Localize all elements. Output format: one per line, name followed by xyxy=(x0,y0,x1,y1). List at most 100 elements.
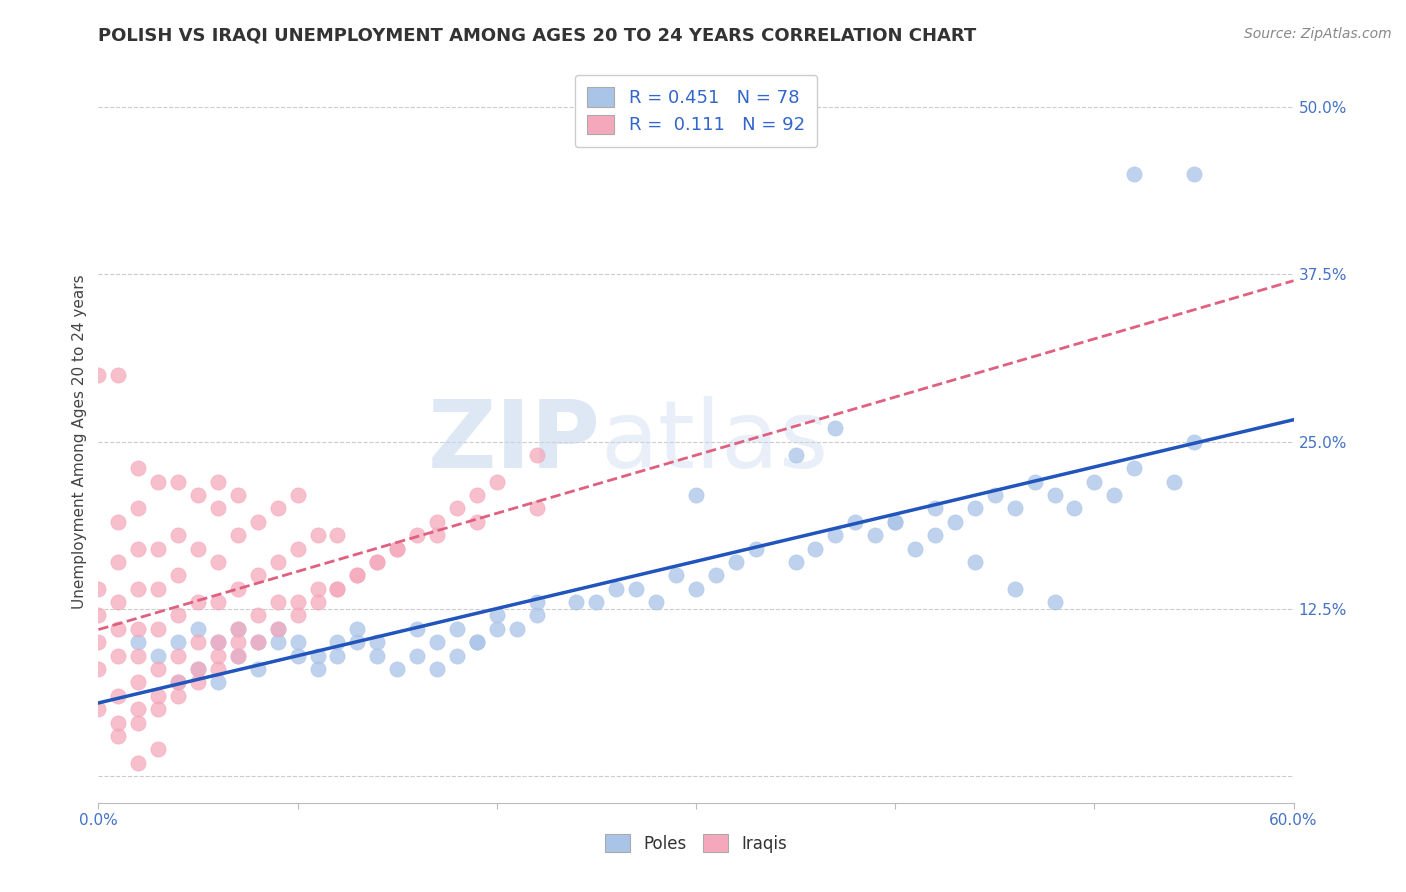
Point xyxy=(148,582,170,596)
Point xyxy=(585,595,607,609)
Point xyxy=(127,501,149,516)
Point xyxy=(626,582,648,596)
Point xyxy=(87,662,110,676)
Point xyxy=(526,608,548,623)
Point xyxy=(246,568,269,582)
Point xyxy=(226,648,249,663)
Point xyxy=(207,635,229,649)
Point xyxy=(465,515,488,529)
Point xyxy=(326,528,349,542)
Point xyxy=(187,662,209,676)
Point xyxy=(246,635,269,649)
Point xyxy=(406,622,429,636)
Point xyxy=(426,515,449,529)
Point xyxy=(187,635,209,649)
Point xyxy=(665,568,688,582)
Point xyxy=(1163,475,1185,489)
Point xyxy=(127,648,149,663)
Point xyxy=(685,582,707,596)
Point xyxy=(426,635,449,649)
Point xyxy=(107,689,129,703)
Point xyxy=(645,595,668,609)
Point xyxy=(485,608,508,623)
Point xyxy=(605,582,627,596)
Point xyxy=(107,715,129,730)
Point xyxy=(148,622,170,636)
Text: atlas: atlas xyxy=(600,395,828,488)
Point xyxy=(804,541,827,556)
Point xyxy=(246,662,269,676)
Point xyxy=(148,662,170,676)
Point xyxy=(963,555,986,569)
Point xyxy=(346,568,368,582)
Point xyxy=(167,568,190,582)
Point xyxy=(187,675,209,690)
Point xyxy=(127,582,149,596)
Point xyxy=(326,582,349,596)
Point xyxy=(385,541,409,556)
Point xyxy=(326,635,349,649)
Point xyxy=(485,622,508,636)
Point xyxy=(127,635,149,649)
Point xyxy=(307,595,329,609)
Point xyxy=(307,528,329,542)
Point xyxy=(267,622,290,636)
Point xyxy=(326,648,349,663)
Point xyxy=(366,635,388,649)
Point xyxy=(385,541,409,556)
Point xyxy=(246,635,269,649)
Point xyxy=(526,501,548,516)
Point xyxy=(167,675,190,690)
Legend: Poles, Iraqis: Poles, Iraqis xyxy=(598,828,794,860)
Point xyxy=(107,729,129,743)
Point xyxy=(167,648,190,663)
Point xyxy=(127,715,149,730)
Point xyxy=(226,635,249,649)
Point xyxy=(824,421,846,435)
Point xyxy=(446,622,468,636)
Point xyxy=(207,648,229,663)
Point xyxy=(207,501,229,516)
Point xyxy=(187,595,209,609)
Point xyxy=(366,555,388,569)
Point xyxy=(148,541,170,556)
Point xyxy=(187,662,209,676)
Point xyxy=(107,368,129,382)
Point xyxy=(406,528,429,542)
Text: Source: ZipAtlas.com: Source: ZipAtlas.com xyxy=(1244,27,1392,41)
Point xyxy=(226,528,249,542)
Point xyxy=(984,488,1007,502)
Point xyxy=(1123,167,1146,181)
Point xyxy=(107,595,129,609)
Point xyxy=(426,662,449,676)
Point xyxy=(326,582,349,596)
Point xyxy=(346,568,368,582)
Point xyxy=(785,555,807,569)
Point xyxy=(267,595,290,609)
Point xyxy=(87,608,110,623)
Point xyxy=(1043,595,1066,609)
Y-axis label: Unemployment Among Ages 20 to 24 years: Unemployment Among Ages 20 to 24 years xyxy=(72,274,87,609)
Point xyxy=(307,662,329,676)
Point xyxy=(167,528,190,542)
Point xyxy=(287,595,309,609)
Point xyxy=(207,555,229,569)
Point xyxy=(385,662,409,676)
Point xyxy=(87,368,110,382)
Point xyxy=(167,635,190,649)
Point xyxy=(366,648,388,663)
Point xyxy=(267,622,290,636)
Point xyxy=(884,515,907,529)
Point xyxy=(287,635,309,649)
Point xyxy=(287,488,309,502)
Point xyxy=(127,702,149,716)
Point xyxy=(1004,582,1026,596)
Point xyxy=(307,582,329,596)
Point xyxy=(704,568,727,582)
Point xyxy=(943,515,966,529)
Text: POLISH VS IRAQI UNEMPLOYMENT AMONG AGES 20 TO 24 YEARS CORRELATION CHART: POLISH VS IRAQI UNEMPLOYMENT AMONG AGES … xyxy=(98,27,977,45)
Point xyxy=(1083,475,1105,489)
Point xyxy=(526,448,548,462)
Point xyxy=(506,622,529,636)
Point xyxy=(346,622,368,636)
